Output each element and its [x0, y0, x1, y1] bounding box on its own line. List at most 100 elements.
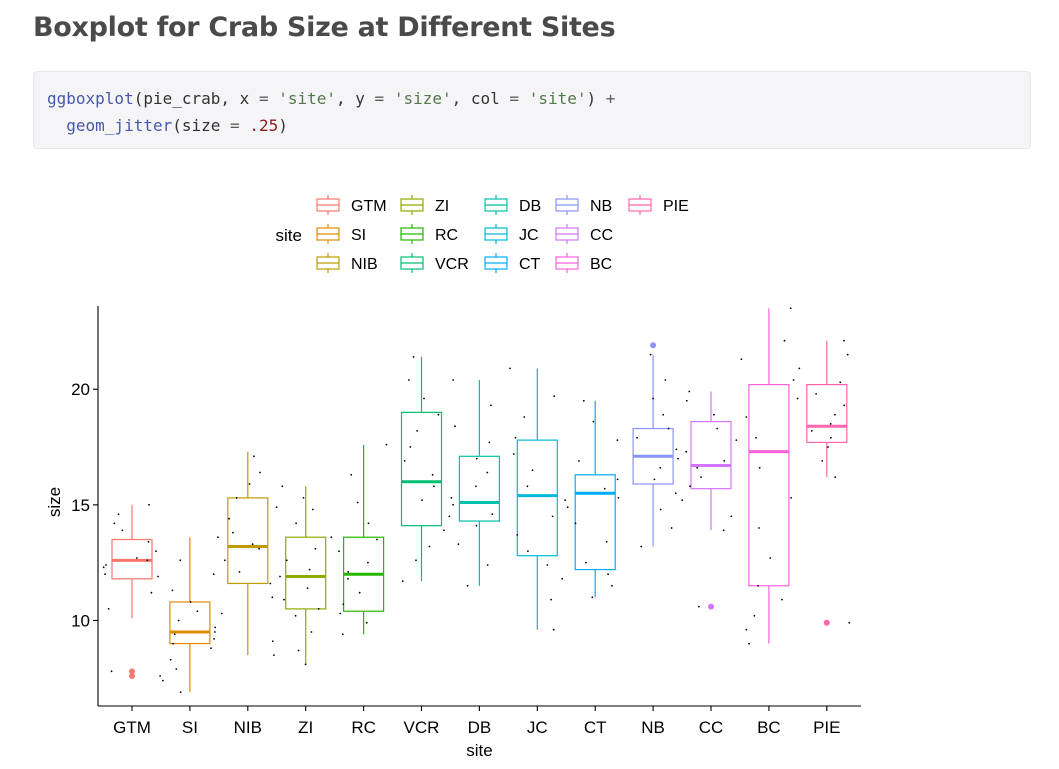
- jitter-point: [173, 633, 176, 636]
- jitter-point: [367, 561, 369, 564]
- jitter-point: [653, 478, 656, 481]
- y-tick-label: 20: [71, 380, 90, 399]
- legend-label-nib: NIB: [351, 256, 378, 273]
- box-db: [458, 455, 500, 522]
- jitter-point: [148, 503, 150, 506]
- x-tick-label-nb: NB: [641, 718, 665, 737]
- jitter-point: [147, 540, 150, 543]
- jitter-point: [616, 439, 619, 441]
- jitter-point: [356, 501, 359, 504]
- legend-label-db: DB: [519, 198, 541, 215]
- jitter-point: [745, 416, 748, 418]
- jitter-point: [723, 460, 726, 462]
- jitter-point: [283, 598, 285, 601]
- x-tick-label-ct: CT: [584, 718, 607, 737]
- code-token: ggboxplot: [47, 89, 134, 108]
- jitter-point: [617, 497, 620, 499]
- jitter-point: [259, 471, 261, 474]
- code-token: geom_jitter: [66, 116, 173, 135]
- jitter-point: [611, 584, 613, 587]
- jitter-point: [564, 499, 566, 502]
- outlier-nb: [650, 342, 657, 349]
- jitter-point: [403, 460, 406, 462]
- y-axis-title: size: [45, 487, 64, 517]
- x-tick-label-db: DB: [468, 718, 492, 737]
- jitter-point: [248, 483, 251, 485]
- x-tick-label-bc: BC: [757, 718, 781, 737]
- jitter-point: [312, 508, 314, 511]
- legend-label-cc: CC: [590, 227, 613, 244]
- code-token: ): [278, 116, 288, 135]
- jitter-point: [450, 497, 453, 499]
- code-token: size: [181, 116, 221, 135]
- jitter-point: [416, 430, 418, 432]
- jitter-point: [172, 642, 174, 645]
- jitter-point: [830, 436, 832, 439]
- jitter-point: [798, 367, 801, 370]
- jitter-point: [269, 582, 272, 585]
- jitter-point: [415, 559, 417, 562]
- jitter-point: [745, 628, 748, 631]
- jitter-point: [224, 559, 226, 562]
- jitter-point: [490, 404, 492, 407]
- legend-label-ct: CT: [519, 256, 541, 273]
- code-token: col: [470, 89, 500, 108]
- box-jc: [516, 439, 558, 557]
- jitter-point: [342, 603, 345, 606]
- x-tick-label-nib: NIB: [234, 718, 262, 737]
- x-axis-title: site: [466, 741, 492, 760]
- box-nib: [227, 497, 269, 585]
- jitter-point: [136, 557, 138, 559]
- legend-label-bc: BC: [590, 256, 612, 273]
- jitter-point: [649, 353, 652, 356]
- jitter-point: [616, 478, 619, 481]
- jitter-point: [279, 575, 281, 578]
- legend-title: site: [276, 226, 302, 245]
- jitter-point: [457, 543, 460, 546]
- jitter-point: [443, 529, 445, 532]
- jitter-point: [552, 628, 555, 631]
- code-token: ,: [451, 89, 471, 108]
- jitter-point: [700, 476, 702, 478]
- jitter-point: [367, 522, 370, 525]
- jitter-point: [350, 473, 353, 476]
- jitter-point: [171, 589, 174, 592]
- jitter-point: [829, 423, 832, 425]
- jitter-point: [688, 390, 691, 393]
- legend-label-zi: ZI: [435, 198, 449, 215]
- jitter-point: [408, 379, 410, 381]
- jitter-point: [238, 571, 241, 573]
- jitter-point: [652, 397, 654, 400]
- jitter-point: [110, 670, 113, 673]
- jitter-point: [605, 540, 608, 543]
- jitter-point: [789, 307, 792, 310]
- box-si: [169, 601, 211, 645]
- x-tick-label-si: SI: [182, 718, 198, 737]
- jitter-point: [271, 640, 274, 643]
- code-line-2: geom_jitter(size = .25): [47, 116, 288, 135]
- code-token: =: [249, 89, 279, 108]
- jitter-point: [220, 612, 223, 615]
- jitter-point: [217, 536, 219, 539]
- jitter-point: [740, 358, 743, 361]
- jitter-point: [169, 658, 172, 661]
- jitter-point: [662, 413, 665, 416]
- jitter-point: [585, 561, 587, 564]
- jitter-point: [592, 420, 595, 423]
- jitter-point: [437, 413, 440, 416]
- y-tick-label: 10: [71, 611, 90, 630]
- box-pie: [806, 384, 848, 444]
- jitter-point: [675, 448, 678, 451]
- jitter-point: [636, 436, 638, 439]
- box-cc: [690, 421, 732, 490]
- jitter-point: [452, 503, 454, 506]
- jitter-point: [815, 393, 817, 395]
- jitter-point: [271, 596, 274, 599]
- jitter-point: [839, 381, 842, 384]
- jitter-point: [659, 508, 662, 511]
- jitter-point: [677, 457, 679, 460]
- jitter-point: [423, 397, 425, 400]
- jitter-point: [347, 571, 350, 573]
- jitter-point: [431, 473, 434, 476]
